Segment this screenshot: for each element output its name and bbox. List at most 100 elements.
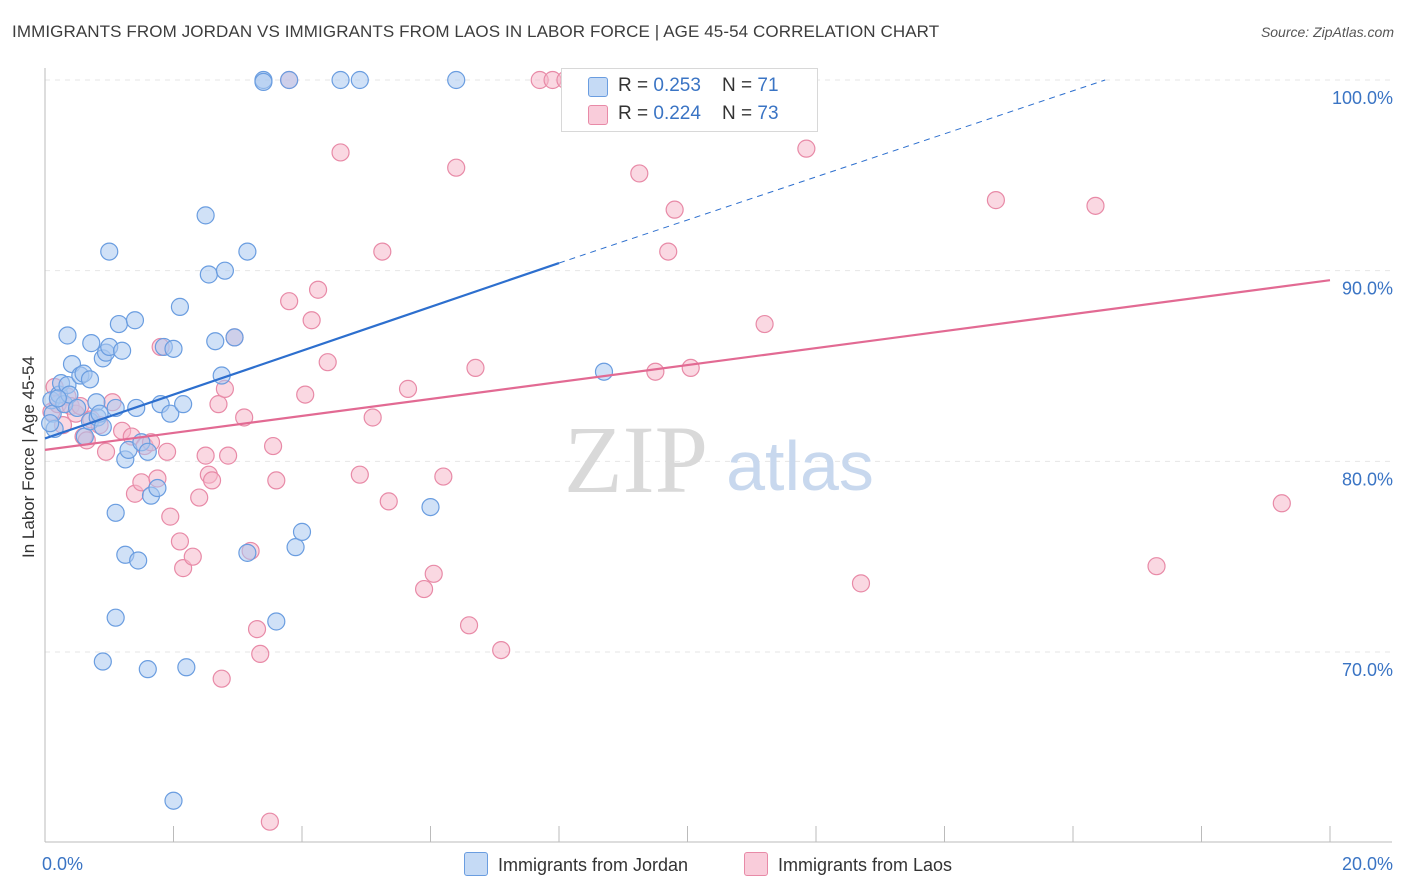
jordan-point <box>138 660 157 679</box>
laos-point <box>492 640 511 660</box>
laos-point <box>434 467 453 486</box>
laos-point <box>302 311 321 330</box>
jordan-point <box>48 389 67 408</box>
jordan-point <box>447 70 466 90</box>
jordan-point <box>421 497 440 517</box>
laos-point <box>209 395 228 414</box>
laos-point <box>379 492 398 511</box>
jordan-point <box>286 538 305 557</box>
laos-point <box>373 242 392 261</box>
y-tick-label: 90.0% <box>1342 279 1393 299</box>
jordan-point <box>109 314 128 334</box>
laos-point <box>630 164 649 183</box>
laos-point <box>247 620 267 639</box>
trend-lines <box>44 79 1331 451</box>
y-tick-label: 80.0% <box>1342 469 1393 489</box>
bottom-jordan-swatch <box>464 852 488 876</box>
laos-point <box>96 442 116 461</box>
jordan-point <box>177 658 196 677</box>
bottom-legend-jordan: Immigrants from Jordan <box>464 852 688 876</box>
laos-point <box>157 442 177 461</box>
laos-point <box>665 200 684 219</box>
jordan-point <box>148 478 167 498</box>
x-tick-label: 0.0% <box>42 854 83 874</box>
laos-n-label: N = <box>722 103 758 124</box>
laos-point <box>398 379 418 398</box>
laos-point <box>219 446 238 465</box>
jordan-point <box>164 791 183 810</box>
gridlines <box>45 79 1392 653</box>
laos-r-value: 0.224 <box>653 103 701 124</box>
jordan-point <box>125 311 145 330</box>
jordan-point <box>138 442 157 461</box>
laos-point <box>260 812 279 831</box>
laos-point <box>280 292 299 311</box>
jordan-point <box>112 341 132 360</box>
laos-point <box>1147 557 1166 576</box>
jordan-point <box>164 339 183 358</box>
laos-point <box>308 280 328 299</box>
laos-swatch <box>588 105 608 125</box>
jordan-point <box>225 328 244 347</box>
axes <box>44 68 1392 843</box>
laos-point <box>170 532 190 551</box>
laos-point <box>797 139 816 158</box>
laos-point <box>755 314 774 334</box>
laos-point <box>196 446 215 465</box>
jordan-point <box>254 72 273 92</box>
laos-point <box>986 191 1006 210</box>
laos-point <box>212 669 231 688</box>
jordan-point <box>199 265 218 284</box>
jordan-point <box>174 395 193 414</box>
laos-point <box>202 471 222 490</box>
bottom-laos-swatch <box>744 852 768 876</box>
watermark-atlas: atlas <box>726 427 874 505</box>
jordan-point <box>82 334 101 353</box>
jordan-points <box>41 70 614 810</box>
laos-point <box>681 358 700 378</box>
correlation-legend: R = 0.253 N = 71 R = 0.224 N = 73 <box>561 68 818 132</box>
laos-point <box>331 143 350 162</box>
laos-point <box>466 358 485 378</box>
jordan-point <box>41 414 60 433</box>
jordan-point <box>68 398 87 418</box>
jordan-point <box>331 70 350 90</box>
laos-point <box>414 579 434 599</box>
jordan-r-value: 0.253 <box>653 75 701 96</box>
laos-point <box>251 644 270 664</box>
x-tick-label: 20.0% <box>1342 854 1393 874</box>
jordan-point <box>238 543 257 562</box>
laos-r-label: R = <box>618 103 654 124</box>
jordan-point <box>292 522 312 541</box>
bottom-jordan-label: Immigrants from Jordan <box>498 855 689 875</box>
jordan-point <box>267 612 286 631</box>
laos-point <box>296 385 315 404</box>
watermark-zip: ZIP <box>564 406 708 513</box>
jordan-point <box>206 332 225 351</box>
laos-point <box>263 436 283 456</box>
laos-point <box>447 158 466 177</box>
laos-point <box>659 242 678 261</box>
y-tick-label: 70.0% <box>1342 660 1393 680</box>
jordan-point <box>161 404 180 423</box>
jordan-point <box>93 652 112 671</box>
jordan-point <box>280 70 299 90</box>
source-label: Source: ZipAtlas.com <box>1260 24 1394 40</box>
laos-point <box>350 465 369 484</box>
laos-n-value: 73 <box>757 103 779 124</box>
laos-point <box>646 362 665 381</box>
jordan-point <box>196 206 215 225</box>
jordan-trend-extension <box>558 79 1106 264</box>
laos-point <box>235 408 254 427</box>
bottom-legend-laos: Immigrants from Laos <box>744 852 952 876</box>
jordan-point <box>80 370 100 389</box>
laos-point <box>424 564 443 583</box>
jordan-swatch <box>588 77 608 97</box>
jordan-point <box>238 242 257 261</box>
jordan-point <box>215 261 234 280</box>
laos-point <box>363 408 382 427</box>
laos-point <box>1086 196 1105 215</box>
jordan-point <box>75 427 94 446</box>
jordan-point <box>100 242 119 261</box>
